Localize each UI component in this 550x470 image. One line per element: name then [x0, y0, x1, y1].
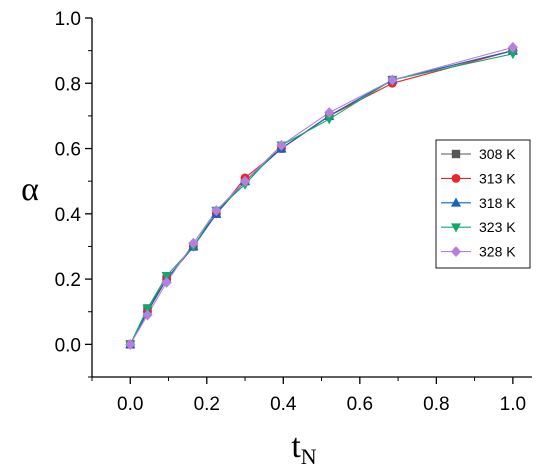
data-point [161, 276, 172, 288]
x-tick-label: 0.6 [347, 394, 373, 415]
legend-marker [450, 197, 462, 207]
data-point [507, 50, 518, 60]
legend-label: 313 K [479, 170, 516, 186]
legend-box [435, 139, 531, 269]
legend-label: 328 K [479, 244, 516, 260]
legend-marker [450, 223, 462, 233]
series-line [129, 46, 514, 345]
data-point [188, 237, 199, 249]
data-point [142, 304, 153, 314]
data-point [142, 309, 153, 321]
legend-marker [451, 149, 461, 159]
y-tick-label: 0.2 [55, 270, 81, 291]
data-point [324, 107, 335, 119]
y-tick-label: 0.0 [55, 335, 81, 356]
x-axis-title-main: t [291, 428, 301, 465]
data-point [161, 272, 172, 282]
y-axis-title: α [21, 171, 39, 208]
x-axis-title-subscript: N [301, 444, 317, 469]
data-point [324, 115, 335, 125]
y-tick-label: 1.0 [55, 9, 81, 30]
series-line [129, 53, 514, 345]
legend-marker [451, 173, 461, 183]
y-tick-label: 0.4 [55, 205, 82, 226]
data-point [387, 74, 398, 86]
legend-label: 318 K [479, 195, 516, 211]
x-tick-label: 0.2 [194, 394, 220, 415]
data-point [276, 139, 287, 151]
x-axis-title: tN [291, 428, 316, 469]
x-tick-label: 0.0 [117, 394, 143, 415]
data-point [125, 338, 136, 350]
legend-marker [450, 246, 462, 258]
data-point [507, 41, 518, 53]
data-point [240, 175, 251, 187]
legend-label: 323 K [479, 219, 516, 235]
y-tick-label: 0.6 [55, 140, 81, 161]
x-tick-label: 0.8 [423, 394, 449, 415]
data-point [211, 205, 222, 217]
legend-label: 308 K [479, 146, 516, 162]
x-tick-label: 1.0 [500, 394, 526, 415]
x-tick-label: 0.4 [270, 394, 297, 415]
y-tick-label: 0.8 [55, 74, 81, 95]
